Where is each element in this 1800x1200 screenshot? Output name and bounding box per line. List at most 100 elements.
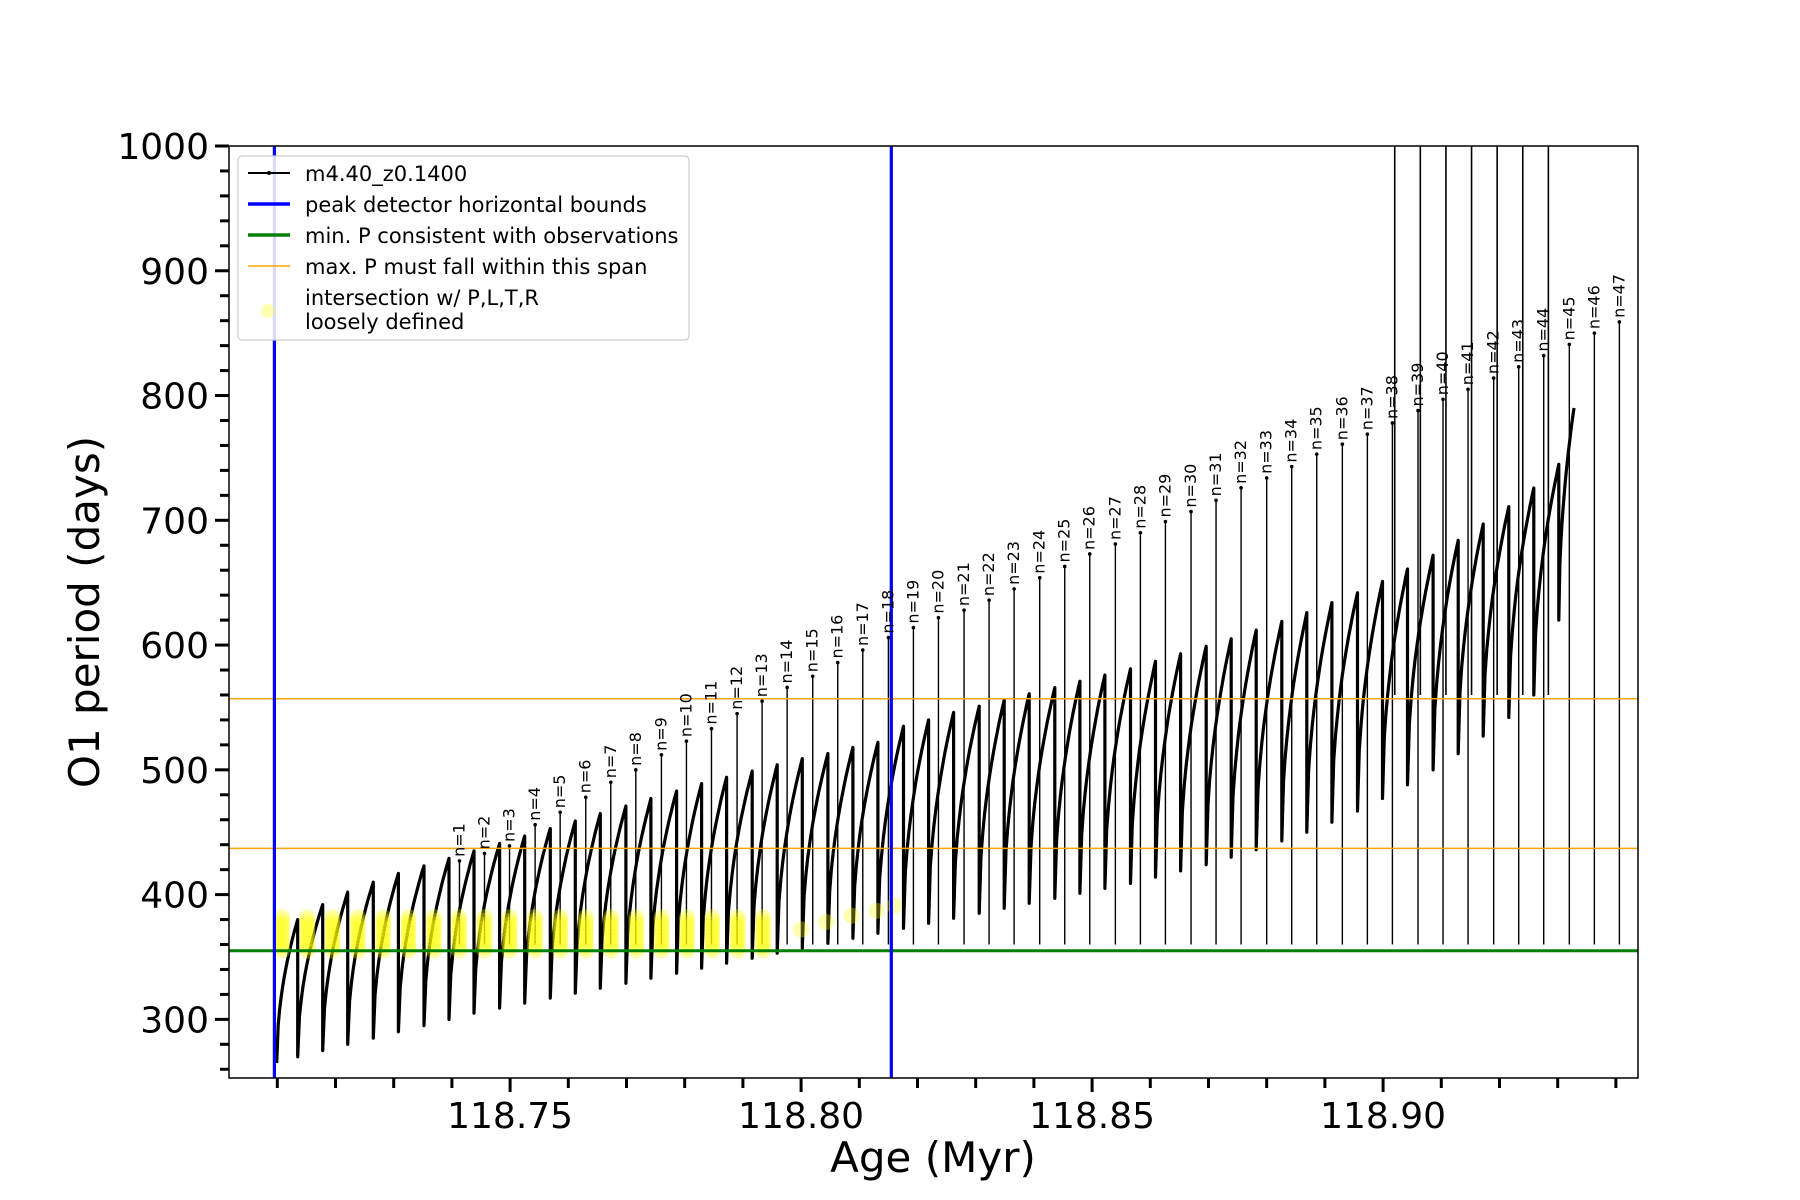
highlight-point (324, 920, 341, 937)
y-tick-label: 800 (140, 377, 209, 418)
highlight-point (755, 931, 771, 948)
highlight-point (704, 912, 721, 929)
highlight-point (299, 909, 316, 926)
highlight-point (843, 907, 860, 924)
highlight-point (653, 916, 670, 933)
highlight-point (527, 924, 544, 940)
highlight-point (603, 912, 620, 929)
highlight-point (577, 912, 594, 929)
highlight-point (324, 916, 341, 933)
axes-layer: 300 400 500 600 700 800 900 1000 118.75 118.80 118… (117, 127, 1618, 1137)
highlight-point (603, 935, 620, 952)
spike-point (860, 648, 865, 652)
highlight-point (349, 909, 366, 926)
x-axis-label: Age (Myr) (830, 1133, 1036, 1182)
spike-label: n=31 (1206, 452, 1225, 496)
highlight-point (653, 920, 670, 937)
highlight-point (425, 912, 442, 929)
spike-label: n=46 (1584, 285, 1603, 329)
spike-point (1567, 342, 1572, 347)
highlight-point (501, 909, 518, 926)
spike-label: n=42 (1484, 330, 1503, 374)
highlight-point (375, 916, 392, 933)
highlight-point (552, 927, 569, 944)
highlight-point (375, 927, 392, 944)
spike-label: n=39 (1408, 363, 1427, 407)
highlight-point (628, 924, 645, 940)
highlight-point (400, 931, 417, 948)
spike-point (684, 739, 689, 743)
highlight-point (501, 916, 518, 933)
highlight-point (349, 912, 366, 929)
highlight-point (451, 931, 468, 948)
spike-label: n=16 (828, 615, 847, 659)
highlight-point (679, 931, 695, 948)
highlight-point (425, 920, 442, 937)
x-tick-label: 118.90 (1320, 1096, 1446, 1137)
highlight-point (274, 912, 290, 929)
highlight-point (577, 935, 594, 952)
spike-point (760, 699, 764, 704)
highlight-point (400, 916, 417, 933)
highlight-point (451, 912, 468, 929)
legend-entry: peak detector horizontal bounds (248, 193, 647, 217)
highlight-point (400, 924, 417, 940)
highlight-point (628, 920, 645, 937)
highlight-point (729, 924, 746, 940)
highlight-point (425, 916, 442, 933)
highlight-point (704, 909, 721, 926)
highlight-point (679, 924, 695, 940)
highlight-point (349, 924, 366, 940)
highlight-point (527, 935, 544, 952)
legend-swatch-circle (261, 304, 275, 318)
highlight-point (400, 935, 417, 952)
spike-point (886, 635, 891, 640)
spike-point (1365, 432, 1370, 437)
highlight-point (868, 902, 885, 919)
highlight-point (349, 927, 366, 944)
spike-label: n=22 (979, 552, 998, 596)
highlight-point (425, 931, 442, 948)
highlight-point (653, 935, 670, 952)
highlight-point (755, 927, 771, 944)
highlight-point (679, 916, 695, 933)
highlight-point (755, 935, 771, 952)
highlight-point (324, 909, 341, 926)
highlight-point (501, 920, 518, 937)
spike-point (936, 615, 941, 620)
highlight-point (755, 912, 771, 929)
spike-label: n=13 (752, 653, 771, 697)
highlight-point (375, 935, 392, 952)
legend-label: max. P must fall within this span (305, 255, 647, 279)
highlight-point (274, 935, 290, 952)
highlight-point (527, 909, 544, 926)
spike-point (810, 674, 815, 679)
highlight-point (679, 935, 695, 952)
highlight-point (324, 912, 341, 929)
spike-label: n=26 (1080, 506, 1099, 550)
spike-point (1087, 552, 1092, 556)
highlight-point (628, 912, 645, 929)
spike-label: n=33 (1257, 430, 1276, 474)
highlight-point (704, 924, 721, 940)
highlight-point (400, 909, 417, 926)
spike-point (987, 598, 991, 602)
series-line (275, 407, 1576, 1064)
highlight-point (729, 920, 746, 937)
spike-label: n=5 (550, 775, 569, 809)
highlight-point (400, 927, 417, 944)
highlight-point (375, 909, 392, 926)
spike-label: n=18 (878, 590, 897, 634)
highlight-point (729, 909, 746, 926)
spike-point (1214, 498, 1218, 503)
spike-point (1289, 464, 1294, 469)
spike-label: n=1 (449, 823, 468, 857)
spike-label: n=40 (1433, 351, 1452, 395)
highlight-point (451, 924, 468, 940)
reference-lines-layer (229, 146, 1638, 1078)
spike-point (533, 822, 537, 827)
spike-point (482, 851, 487, 856)
highlight-point (755, 909, 771, 926)
highlight-point (299, 931, 316, 948)
